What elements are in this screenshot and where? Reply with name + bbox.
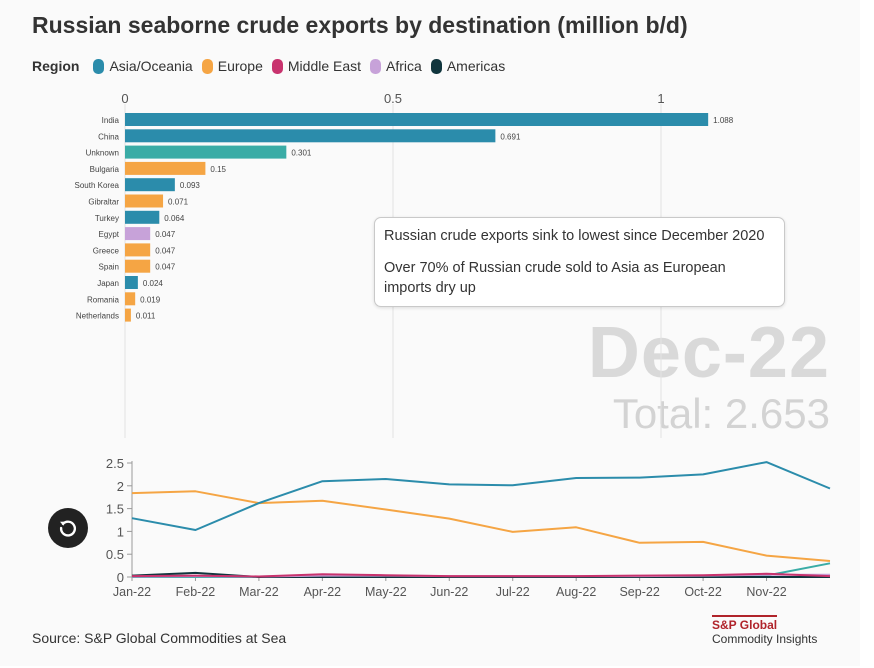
bar-category-label: Bulgaria	[90, 165, 120, 174]
y-tick-label: 1.5	[106, 502, 124, 517]
replay-button[interactable]	[48, 508, 88, 548]
bar-value-label: 0.064	[164, 214, 185, 223]
legend-item-asia-oceania[interactable]: Asia/Oceania	[93, 58, 193, 74]
bar-value-label: 0.047	[155, 246, 176, 255]
bar	[125, 129, 496, 143]
bar-category-label: Spain	[99, 263, 119, 272]
bar	[125, 276, 138, 289]
bar	[125, 194, 164, 208]
y-tick-label: 2.5	[106, 456, 124, 471]
bar-category-label: Unknown	[86, 149, 119, 158]
bar-category-label: Egypt	[99, 230, 120, 239]
period-total: Total: 2.653	[612, 390, 830, 437]
legend-swatch	[370, 58, 382, 74]
legend-item-label: Americas	[446, 58, 506, 74]
x-tick-label: Nov-22	[746, 585, 786, 599]
bar-category-label: South Korea	[75, 181, 120, 190]
bar-value-label: 0.047	[155, 230, 176, 239]
bar-value-label: 0.019	[140, 295, 161, 304]
legend-swatch	[430, 58, 442, 74]
legend-swatch	[201, 58, 213, 74]
x-tick-label: Apr-22	[304, 585, 342, 599]
bar-category-label: Netherlands	[76, 312, 119, 321]
bar-category-label: Romania	[87, 295, 120, 304]
annotation-box: Russian crude exports sink to lowest sin…	[374, 217, 785, 307]
series-line	[131, 572, 831, 578]
bar	[125, 145, 287, 159]
legend-item-label: Middle East	[287, 58, 362, 74]
x-tick-label: Oct-22	[684, 585, 722, 599]
legend-item-middle-east[interactable]: Middle East	[271, 58, 362, 74]
x-tick-label: Mar-22	[239, 585, 279, 599]
bar-category-label: Greece	[93, 246, 120, 255]
legend-item-americas[interactable]: Americas	[430, 58, 506, 74]
x-tick-label: May-22	[365, 585, 407, 599]
bar-value-label: 0.15	[210, 165, 226, 174]
bar	[125, 113, 709, 126]
x-tick-label: 0	[121, 91, 128, 106]
annotation-line-2: Over 70% of Russian crude sold to Asia a…	[384, 260, 726, 296]
legend-item-africa[interactable]: Africa	[370, 58, 422, 74]
source-note: Source: S&P Global Commodities at Sea	[32, 630, 287, 646]
bar	[125, 210, 160, 224]
bar-value-label: 0.071	[168, 198, 189, 207]
brand-logo: S&P Global Commodity Insights	[712, 615, 817, 646]
legend-swatch	[93, 58, 105, 74]
x-tick-label: Jul-22	[496, 585, 530, 599]
bar	[125, 292, 136, 306]
series-line	[131, 490, 831, 562]
bar-value-label: 0.011	[136, 312, 156, 321]
x-tick-label: Jun-22	[430, 585, 468, 599]
bar	[125, 308, 131, 322]
x-tick-label: 0.5	[384, 91, 402, 106]
bar-category-label: India	[102, 116, 120, 125]
legend: Region Asia/Oceania Europe Middle East A…	[32, 58, 514, 74]
legend-item-europe[interactable]: Europe	[201, 58, 263, 74]
annotation-line-1: Russian crude exports sink to lowest sin…	[384, 228, 765, 244]
bar-value-label: 0.691	[500, 132, 521, 141]
chart-title: Russian seaborne crude exports by destin…	[32, 12, 688, 38]
legend-label: Region	[32, 58, 80, 74]
y-tick-label: 0.5	[106, 547, 124, 562]
series-line	[131, 461, 831, 531]
bar-category-label: Gibraltar	[88, 198, 119, 207]
legend-swatch	[271, 58, 283, 74]
bar-value-label: 0.301	[291, 149, 312, 158]
x-tick-label: Feb-22	[176, 585, 216, 599]
bar	[125, 227, 151, 241]
line-chart: 0 0.5 1 1.5 2 2.5 Jan-22 Feb-22 Mar-22 Apr-22 May-…	[106, 456, 831, 599]
bar	[125, 161, 206, 175]
bar-category-label: Turkey	[95, 214, 119, 223]
x-tick-label: Sep-22	[619, 585, 659, 599]
replay-icon	[59, 520, 77, 537]
y-tick-label: 2	[117, 479, 124, 494]
bar-category-label: China	[98, 132, 119, 141]
y-tick-label: 0	[117, 570, 124, 585]
bar-value-label: 0.093	[180, 181, 201, 190]
x-tick-label: Aug-22	[556, 585, 596, 599]
period-label: Dec-22	[587, 313, 830, 393]
bar-category-label: Japan	[97, 279, 119, 288]
legend-item-label: Asia/Oceania	[109, 58, 193, 74]
legend-item-label: Europe	[217, 58, 263, 74]
legend-item-label: Africa	[386, 58, 422, 74]
y-tick-label: 1	[117, 524, 124, 539]
bar-chart: 0 0.5 1 India 1.088 China 0.691 Unknown 0.301 Bul…	[75, 91, 734, 438]
bar	[125, 243, 151, 257]
brand-subtitle: Commodity Insights	[712, 632, 818, 646]
bar	[125, 178, 175, 192]
bar-value-label: 0.024	[143, 279, 164, 288]
x-tick-label: Jan-22	[113, 585, 151, 599]
brand-name: S&P Global	[712, 615, 778, 632]
bar-value-label: 1.088	[713, 116, 734, 125]
x-tick-label: 1	[657, 91, 664, 106]
bar	[125, 259, 151, 273]
bar-value-label: 0.047	[155, 263, 176, 272]
